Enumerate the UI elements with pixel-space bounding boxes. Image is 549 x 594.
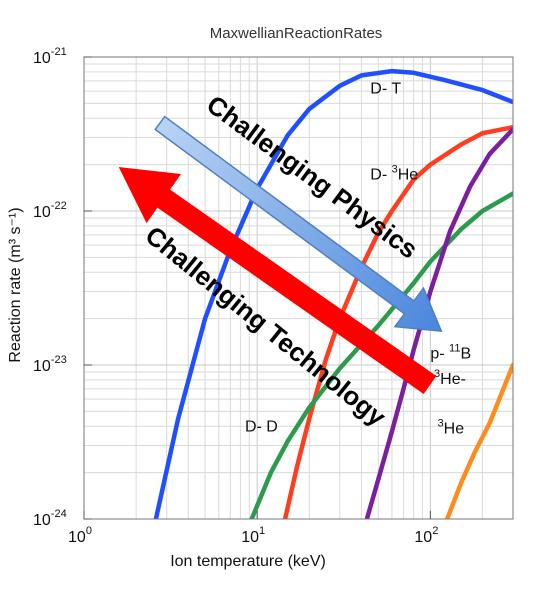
- plot-frame: [83, 56, 514, 520]
- y-axis-label: Reaction rate (m³ s⁻¹): [7, 207, 24, 362]
- x-tick-label: 102: [414, 525, 438, 546]
- curve-labels: D- T D- 3He p- 11B 3He- D- D 3He: [245, 80, 471, 437]
- series-line-1: [282, 124, 513, 519]
- curve-label: D- 3He: [370, 164, 418, 184]
- y-tick-label: 10-22: [33, 200, 67, 221]
- curve-label: 3He-: [434, 368, 466, 388]
- curve-label: D- T: [370, 80, 401, 97]
- series-line-3: [364, 126, 513, 519]
- curve-label: 3He: [438, 417, 465, 437]
- challenging-physics-arrow: [154, 115, 443, 333]
- curve-label: p- 11B: [430, 343, 471, 363]
- plot-border: [83, 56, 514, 520]
- y-tick-labels: 10-24 10-23 10-22 10-21: [33, 46, 67, 529]
- y-tick-label: 10-24: [33, 508, 67, 529]
- y-tick-label: 10-21: [33, 46, 67, 67]
- x-tick-label: 101: [241, 525, 265, 546]
- series-line-2: [249, 191, 513, 519]
- series-line-0: [153, 68, 513, 519]
- x-tick-label: 100: [68, 525, 92, 546]
- y-tick-label: 10-23: [33, 354, 67, 375]
- x-axis-label: Ion temperature (keV): [170, 553, 326, 570]
- x-tick-labels: 100 101 102: [68, 525, 438, 546]
- curve-label: D- D: [245, 418, 278, 435]
- chart-title: MaxwellianReactionRates: [210, 25, 383, 42]
- challenging-technology-arrow: [118, 167, 437, 395]
- series-line-4: [444, 362, 513, 519]
